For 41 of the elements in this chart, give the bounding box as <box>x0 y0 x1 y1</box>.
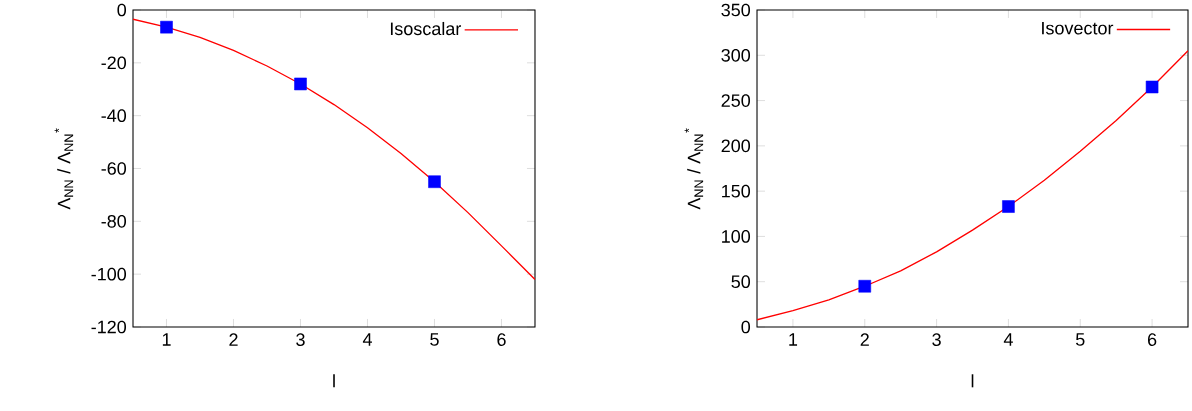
x-axis-title: l <box>971 374 974 388</box>
point <box>294 77 307 91</box>
y-axis-title: Λ$_{NN}$ / Λ$_{NN}$* <box>684 128 704 210</box>
y-axis-title: Λ$_{NN}$ / Λ$_{NN}$* <box>54 128 74 210</box>
point <box>858 279 872 293</box>
legend-label: Isoscalar <box>390 21 462 36</box>
x-tick-label: 2 <box>860 333 869 346</box>
x-tick-label: 2 <box>229 333 238 346</box>
y-tick-label: 250 <box>721 94 751 107</box>
y-tick-label: 50 <box>731 275 751 289</box>
y-tick-label: 300 <box>721 48 751 62</box>
x-tick-label: 4 <box>362 333 372 346</box>
legend-label: Isovector <box>1042 21 1114 35</box>
line-series <box>757 50 1189 321</box>
y-tick-label: -60 <box>101 162 127 175</box>
y-tick-label: -40 <box>101 109 127 123</box>
x-tick-label: 1 <box>162 333 171 346</box>
x-tick-label: 3 <box>296 333 305 346</box>
x-tick-label: 3 <box>932 333 941 346</box>
point <box>1002 200 1015 213</box>
y-tick-label: -20 <box>101 56 127 70</box>
x-axis-title: l <box>333 374 335 388</box>
y-tick-label: 0 <box>117 3 127 17</box>
x-tick-label: 5 <box>430 333 439 346</box>
point <box>428 175 441 188</box>
x-tick-label: 4 <box>1003 333 1013 346</box>
y-tick-label: -80 <box>101 214 127 228</box>
x-tick-label: 1 <box>789 333 798 346</box>
y-tick-label: 0 <box>741 320 751 334</box>
y-tick-label: 100 <box>722 230 751 243</box>
y-tick-label: 200 <box>721 139 751 153</box>
y-tick-label: -120 <box>91 320 127 334</box>
y-tick-label: -100 <box>91 267 127 281</box>
y-tick-label: 150 <box>722 184 751 198</box>
x-tick-label: 5 <box>1075 333 1085 346</box>
line-series <box>133 18 535 281</box>
point <box>160 20 173 34</box>
x-tick-label: 6 <box>1148 333 1157 346</box>
y-tick-label: 350 <box>721 3 751 17</box>
x-tick-label: 6 <box>497 333 506 346</box>
point <box>1145 80 1159 94</box>
